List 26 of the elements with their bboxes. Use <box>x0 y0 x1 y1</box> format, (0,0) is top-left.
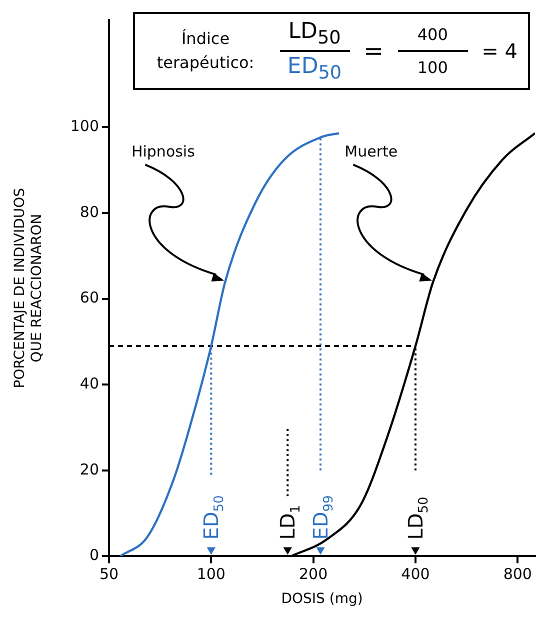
x-tick-label: 200 <box>299 565 328 584</box>
annotation: = <box>364 37 384 65</box>
annotation: ED99 <box>308 495 337 540</box>
y-axis-title: PORCENTAJE DE INDIVIDUOS QUE REACCIONARON <box>12 188 45 388</box>
y-tick-label: 60 <box>80 288 99 307</box>
annotation: LD1 <box>276 504 304 540</box>
annotation: Hipnosis <box>131 142 196 161</box>
y-tick-label: 0 <box>89 546 99 564</box>
y-tick-label: 20 <box>80 460 99 478</box>
annotation: 400 <box>417 25 448 44</box>
annotation: = 4 <box>482 39 518 63</box>
x-tick-label: 50 <box>99 565 119 584</box>
y-tick-label: 80 <box>80 202 99 221</box>
y-tick-label: 40 <box>80 374 99 393</box>
annotation: Muerte <box>344 142 398 161</box>
x-tick-label: 800 <box>503 565 532 584</box>
annotation: LD$_{50}$ <box>288 18 341 48</box>
annotation: Índice terapéutico: <box>156 28 256 74</box>
annotation: ED50 <box>199 495 228 540</box>
x-tick-label: 400 <box>401 565 430 584</box>
x-tick-label: 100 <box>196 565 226 584</box>
y-tick-label: 100 <box>70 117 99 136</box>
annotation: 100 <box>417 58 448 77</box>
annotation: LD50 <box>403 496 432 540</box>
x-axis-title: DOSIS (mg) <box>281 591 363 608</box>
annotation: ED$_{50}$ <box>287 54 342 84</box>
